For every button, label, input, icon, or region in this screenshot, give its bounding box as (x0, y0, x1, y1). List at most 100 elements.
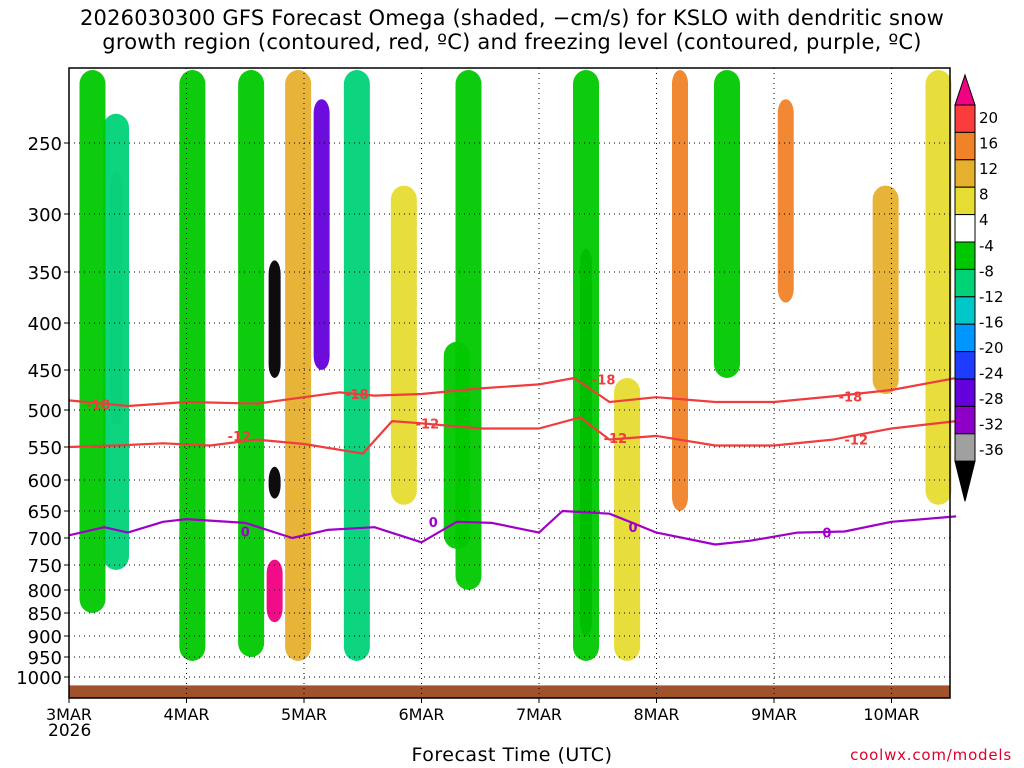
omega-cell (672, 70, 688, 511)
dgz-minus-18-label: -18 (87, 398, 111, 413)
colorbar-segment (954, 296, 976, 325)
freezing-level-line (68, 509, 957, 546)
colorbar-label: 8 (979, 186, 989, 204)
omega-cell (714, 70, 740, 378)
omega-field (79, 70, 952, 661)
colorbar-label: -4 (979, 237, 994, 255)
dgz-minus-12-label: -12 (604, 432, 628, 447)
x-axis-year: 2026 (48, 721, 92, 741)
omega-cell (313, 99, 330, 370)
colorbar-label: 16 (979, 135, 998, 153)
colorbar-segment (954, 214, 976, 243)
colorbar-label: -32 (979, 416, 1004, 434)
freezing-level-label: 0 (628, 521, 637, 536)
colorbar-label: -28 (979, 390, 1004, 408)
y-tick-label: 900 (28, 627, 62, 648)
colorbar-segment (954, 433, 976, 462)
x-tick-label: 7MAR (516, 705, 562, 724)
omega-cell (179, 70, 206, 661)
y-tick-label: 950 (28, 648, 62, 669)
colorbar-segment (954, 104, 976, 133)
omega-cell (238, 70, 265, 657)
colorbar-label: 4 (979, 211, 989, 229)
freezing-level-label: 0 (241, 526, 250, 541)
temperature-contours: -18 -18 -18 -18 -12 -12 -12 -12 0 0 0 0 (68, 374, 957, 546)
colorbar-label: -36 (979, 441, 1004, 459)
y-tick-label: 450 (28, 361, 62, 382)
omega-cell (343, 70, 370, 661)
dgz-minus-12-label: -12 (416, 417, 440, 432)
colorbar-segment (954, 131, 976, 161)
freezing-level-label: 0 (429, 516, 438, 531)
omega-cell (268, 466, 281, 499)
colorbar-label: -12 (979, 288, 1004, 306)
site-credit: coolwx.com/models (850, 746, 1012, 764)
colorbar-segment (954, 323, 976, 353)
omega-cell (268, 260, 281, 378)
dgz-minus-12-label: -12 (228, 430, 252, 445)
chart-title-line-2: growth region (contoured, red, ºC) and f… (102, 30, 922, 54)
y-tick-label: 600 (28, 471, 62, 492)
colorbar-label: 20 (979, 109, 998, 127)
y-tick-label: 300 (28, 205, 62, 226)
chart-title: 2026030300 GFS Forecast Omega (shaded, −… (0, 6, 1024, 54)
colorbar-segment (954, 268, 976, 298)
x-tick-label: 4MAR (163, 705, 209, 724)
y-tick-label: 750 (28, 556, 62, 577)
x-tick-label: 3MAR (46, 705, 92, 724)
colorbar-segment (954, 186, 976, 216)
x-tick-label: 6MAR (398, 705, 444, 724)
colorbar-label: -24 (979, 365, 1004, 383)
colorbar-segment (954, 378, 976, 407)
dgz-minus-18-label: -18 (345, 388, 369, 403)
colorbar-label: -16 (979, 313, 1004, 331)
colorbar-label: -8 (979, 262, 994, 280)
y-tick-label: 700 (28, 529, 62, 550)
omega-cell (614, 378, 641, 661)
colorbar-segment (954, 159, 976, 188)
omega-cell (266, 559, 283, 623)
x-tick-label: 8MAR (633, 705, 679, 724)
omega-cell (925, 70, 952, 505)
y-tick-label: 400 (28, 314, 62, 335)
omega-cell (573, 70, 599, 661)
plot-frame (68, 67, 951, 699)
omega-cell (872, 185, 899, 394)
y-tick-label: 500 (28, 401, 62, 422)
dgz-minus-18-line (68, 376, 957, 408)
omega-cell (390, 185, 417, 505)
colorbar-segment (954, 405, 976, 435)
x-tick-label: 10MAR (863, 705, 919, 724)
x-tick-label: 9MAR (751, 705, 797, 724)
x-tick-label: 5MAR (281, 705, 327, 724)
y-tick-label: 350 (28, 263, 62, 284)
omega-cell (777, 99, 794, 303)
dgz-minus-18-label: -18 (839, 390, 863, 405)
x-axis-label: Forecast Time (UTC) (411, 744, 613, 766)
surface-ground (69, 685, 950, 698)
dgz-minus-12-label: -12 (845, 434, 869, 449)
colorbar-segment (954, 241, 976, 270)
omega-cell (285, 70, 312, 661)
y-tick-label: 800 (28, 581, 62, 602)
ground-fill (69, 685, 950, 698)
colorbar-label: -20 (979, 339, 1004, 357)
omega-cell (79, 70, 106, 613)
freezing-level-label: 0 (822, 527, 831, 542)
colorbar-segment (954, 73, 976, 106)
colorbar: 20 16 12 8 4 -4 -8 -12 -16 -20 -24 -28 -32 -36 (954, 73, 1004, 502)
colorbar-segment (954, 351, 976, 380)
y-tick-label: 550 (28, 438, 62, 459)
y-tick-label: 250 (28, 134, 62, 155)
dgz-minus-18-label: -18 (592, 374, 616, 389)
grid-lines (68, 68, 950, 698)
y-tick-label: 650 (28, 502, 62, 523)
colorbar-segment (954, 460, 976, 502)
omega-cell (103, 113, 129, 571)
y-axis-ticks: 2503003504004505005506006507007508008509… (16, 134, 69, 689)
y-tick-label: 1000 (16, 668, 62, 689)
colorbar-label: 12 (979, 160, 998, 178)
dgz-minus-12-line (68, 416, 957, 455)
chart-title-line-1: 2026030300 GFS Forecast Omega (shaded, −… (79, 6, 945, 30)
